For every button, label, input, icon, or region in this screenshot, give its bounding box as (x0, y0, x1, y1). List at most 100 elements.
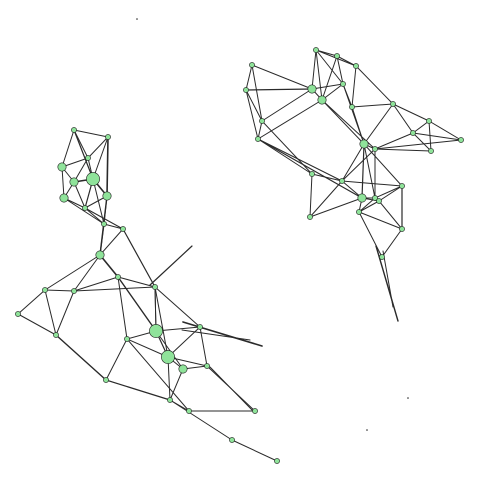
graph-edge (257, 138, 313, 175)
graph-node (458, 137, 464, 143)
stray-dot (136, 18, 138, 20)
graph-node (334, 53, 340, 59)
graph-node (376, 198, 382, 204)
graph-edge (363, 143, 403, 187)
graph-edge (358, 211, 383, 258)
graph-edge (55, 334, 107, 381)
graph-edge (358, 200, 380, 213)
graph-edge (321, 55, 338, 101)
graph-edge (117, 276, 157, 332)
graph-node (243, 87, 249, 93)
graph-node (103, 377, 109, 383)
graph-edge (428, 120, 432, 152)
graph-node (307, 84, 317, 94)
graph-edge (245, 89, 263, 122)
graph-edge (351, 106, 365, 145)
graph-edge (315, 49, 344, 85)
graph-edge (106, 136, 109, 197)
graph-edge (361, 143, 365, 199)
graph-edge (351, 65, 357, 108)
graph-edge (336, 55, 357, 67)
graph-edge (341, 143, 365, 182)
graph-node (309, 171, 315, 177)
graph-edge (309, 180, 343, 218)
graph-node (339, 178, 345, 184)
stray-dot (366, 429, 368, 431)
graph-edge (122, 228, 156, 288)
graph-edge (117, 276, 128, 340)
graph-edge (392, 103, 414, 134)
graph-edge (167, 356, 171, 401)
graph-node (359, 139, 369, 149)
graph-edge (257, 138, 343, 182)
graph-node (101, 221, 107, 227)
graph-edge (154, 286, 201, 328)
graph-edge (336, 55, 344, 85)
graph-edge (351, 103, 394, 108)
graph-edge (358, 211, 403, 230)
graph-edge (378, 200, 403, 230)
graph-node (313, 47, 319, 53)
graph-edge (257, 120, 263, 140)
graph-edge (374, 139, 462, 150)
graph-edge (87, 136, 109, 159)
graph-node (399, 226, 405, 232)
graph-node (82, 205, 88, 211)
graph-node (120, 226, 126, 232)
graph-node (85, 155, 91, 161)
graph-node (252, 408, 258, 414)
graph-edge (44, 289, 75, 292)
graph-edge (44, 254, 101, 291)
graph-edge (341, 148, 376, 182)
graph-edge (428, 120, 462, 141)
graph-edge (61, 166, 65, 199)
graph-node (178, 364, 188, 374)
graph-node (349, 104, 355, 110)
graph-edge (73, 157, 89, 183)
graph-edge (412, 132, 432, 152)
graph-edge (245, 64, 253, 91)
graph-node (357, 193, 367, 203)
graph-node (95, 250, 105, 260)
graph-edge (84, 207, 105, 225)
graph-edge (311, 173, 343, 182)
graph-edge-tail (182, 321, 263, 347)
graph-node (410, 130, 416, 136)
graph-node (86, 172, 100, 186)
graph-edge (257, 138, 363, 199)
graph-edge (358, 197, 376, 213)
graph-node (428, 148, 434, 154)
graph-node (105, 134, 111, 140)
graph-edge (231, 439, 278, 462)
graph-edge (374, 148, 432, 152)
graph-edge (155, 326, 201, 332)
graph-edge (99, 223, 105, 256)
graph-edge (17, 313, 57, 336)
graph-edge (363, 143, 376, 199)
graph-edge (257, 99, 323, 140)
graph-node (204, 363, 210, 369)
graph-edge (392, 103, 430, 122)
graph-edge (309, 197, 363, 218)
graph-edge-tail (181, 329, 251, 341)
graph-edge (84, 207, 124, 230)
graph-edge (92, 178, 105, 225)
graph-edge-tail (209, 366, 256, 414)
graph-edge (309, 173, 313, 218)
stray-dot (407, 397, 409, 399)
graph-edge (154, 286, 157, 332)
graph-node (372, 195, 378, 201)
graph-edge (73, 129, 94, 180)
graph-node (340, 81, 346, 87)
graph-node (353, 63, 359, 69)
graph-edge (245, 88, 313, 91)
graph-node (149, 324, 163, 338)
nodes-layer (15, 47, 464, 464)
graph-edge (61, 157, 89, 168)
graph-edge (355, 65, 394, 105)
graph-edge (311, 49, 317, 90)
graph-edge (63, 197, 105, 225)
graph-edge (374, 185, 403, 199)
graph-edge (412, 120, 430, 134)
